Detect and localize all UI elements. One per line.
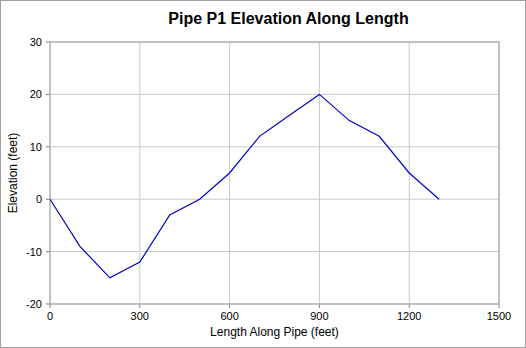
series-group — [50, 94, 439, 277]
plot-area — [50, 42, 499, 304]
x-tick-label: 1200 — [397, 310, 421, 322]
y-grid-line — [50, 199, 499, 200]
x-tick — [50, 304, 51, 308]
x-tick-label: 600 — [220, 310, 238, 322]
y-tick — [46, 304, 50, 305]
plot-frame — [50, 42, 499, 304]
y-tick-label: 20 — [30, 88, 42, 100]
x-tick — [229, 304, 230, 308]
x-tick — [139, 304, 140, 308]
y-grid-line — [50, 146, 499, 147]
y-tick — [46, 146, 50, 147]
x-tick-label: 0 — [47, 310, 53, 322]
x-tick-label: 300 — [131, 310, 149, 322]
y-tick-label: -20 — [26, 298, 42, 310]
x-tick — [409, 304, 410, 308]
y-tick-label: 0 — [36, 193, 42, 205]
y-tick — [46, 251, 50, 252]
x-grid-line — [319, 42, 320, 304]
x-tick-label: 900 — [310, 310, 328, 322]
x-tick — [499, 304, 500, 308]
title: Pipe P1 Elevation Along Length — [168, 10, 408, 27]
y-tick — [46, 199, 50, 200]
y-tick — [46, 42, 50, 43]
y-grid-line — [50, 251, 499, 252]
y-axis-label: Elevation (feet) — [6, 133, 20, 214]
y-tick-label: 30 — [30, 36, 42, 48]
chart: 0 300 600 900 1200 1500 -20 -10 0 10 20 30 Pipe P1 E… — [0, 0, 526, 348]
outer-border — [1, 1, 526, 348]
x-tick — [319, 304, 320, 308]
x-grid-line — [139, 42, 140, 304]
y-grid-line — [50, 94, 499, 95]
x-tick-label: 1500 — [487, 310, 511, 322]
elevation-line — [50, 94, 439, 277]
y-tick — [46, 94, 50, 95]
y-tick-label: -10 — [26, 246, 42, 258]
y-tick-label: 10 — [30, 141, 42, 153]
x-axis-label: Length Along Pipe (feet) — [210, 325, 339, 339]
